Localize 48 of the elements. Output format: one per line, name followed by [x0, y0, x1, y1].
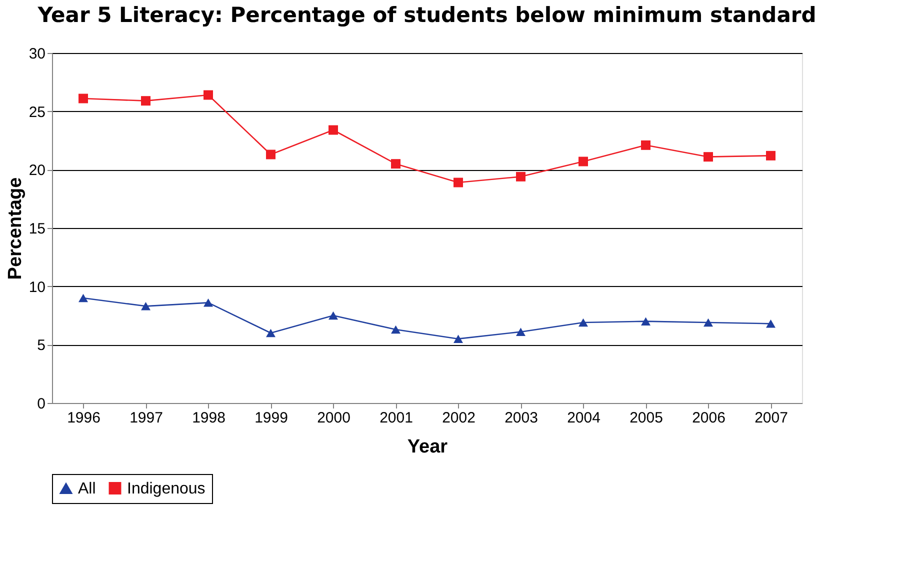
- point: [704, 318, 713, 327]
- point: [578, 156, 588, 166]
- point: [641, 140, 650, 150]
- y-axis-title: Percentage: [4, 177, 26, 280]
- x-tick-label: 2000: [317, 410, 350, 426]
- x-tick-label: 2006: [692, 410, 726, 426]
- x-tick-label: 2004: [567, 410, 600, 426]
- y-tick-label: 5: [37, 337, 46, 354]
- y-tick-label: 0: [37, 396, 46, 412]
- point: [578, 318, 588, 327]
- x-axis-title: Year: [407, 436, 448, 458]
- point: [328, 125, 338, 135]
- point: [454, 178, 463, 188]
- point: [204, 298, 213, 307]
- point: [641, 317, 650, 326]
- x-tick-label: 2007: [754, 410, 788, 426]
- point: [516, 328, 526, 336]
- point: [204, 90, 213, 100]
- point: [766, 320, 776, 328]
- y-tick-label: 10: [28, 278, 46, 296]
- point: [266, 328, 276, 338]
- x-tick-label: 1999: [254, 410, 288, 426]
- x-tick-label: 2001: [380, 410, 413, 426]
- point: [78, 94, 88, 104]
- point: [454, 334, 463, 343]
- point: [391, 159, 400, 169]
- x-tick-label: 2003: [504, 410, 538, 426]
- x-tick-label: 2005: [630, 410, 663, 426]
- x-tick-label: 1997: [130, 410, 163, 426]
- y-tick-label: 25: [28, 104, 46, 121]
- y-tick-label: 20: [28, 162, 46, 180]
- point: [704, 152, 713, 162]
- chart-title: Year 5 Literacy: Percentage of students below minimum standard: [36, 3, 816, 27]
- point: [141, 96, 150, 106]
- y-tick-label: 15: [28, 220, 46, 238]
- x-tick-label: 2002: [442, 410, 476, 426]
- y-tick-label: 30: [28, 46, 46, 62]
- point: [391, 325, 400, 334]
- x-tick-label: 1998: [192, 410, 226, 426]
- point: [516, 172, 526, 182]
- point: [328, 311, 338, 320]
- point: [266, 150, 276, 160]
- legend-label: All: [78, 480, 96, 498]
- legend-label: Indigenous: [127, 480, 206, 498]
- point: [766, 150, 776, 160]
- x-tick-label: 1996: [67, 410, 100, 426]
- point: [141, 302, 150, 310]
- point: [78, 294, 88, 302]
